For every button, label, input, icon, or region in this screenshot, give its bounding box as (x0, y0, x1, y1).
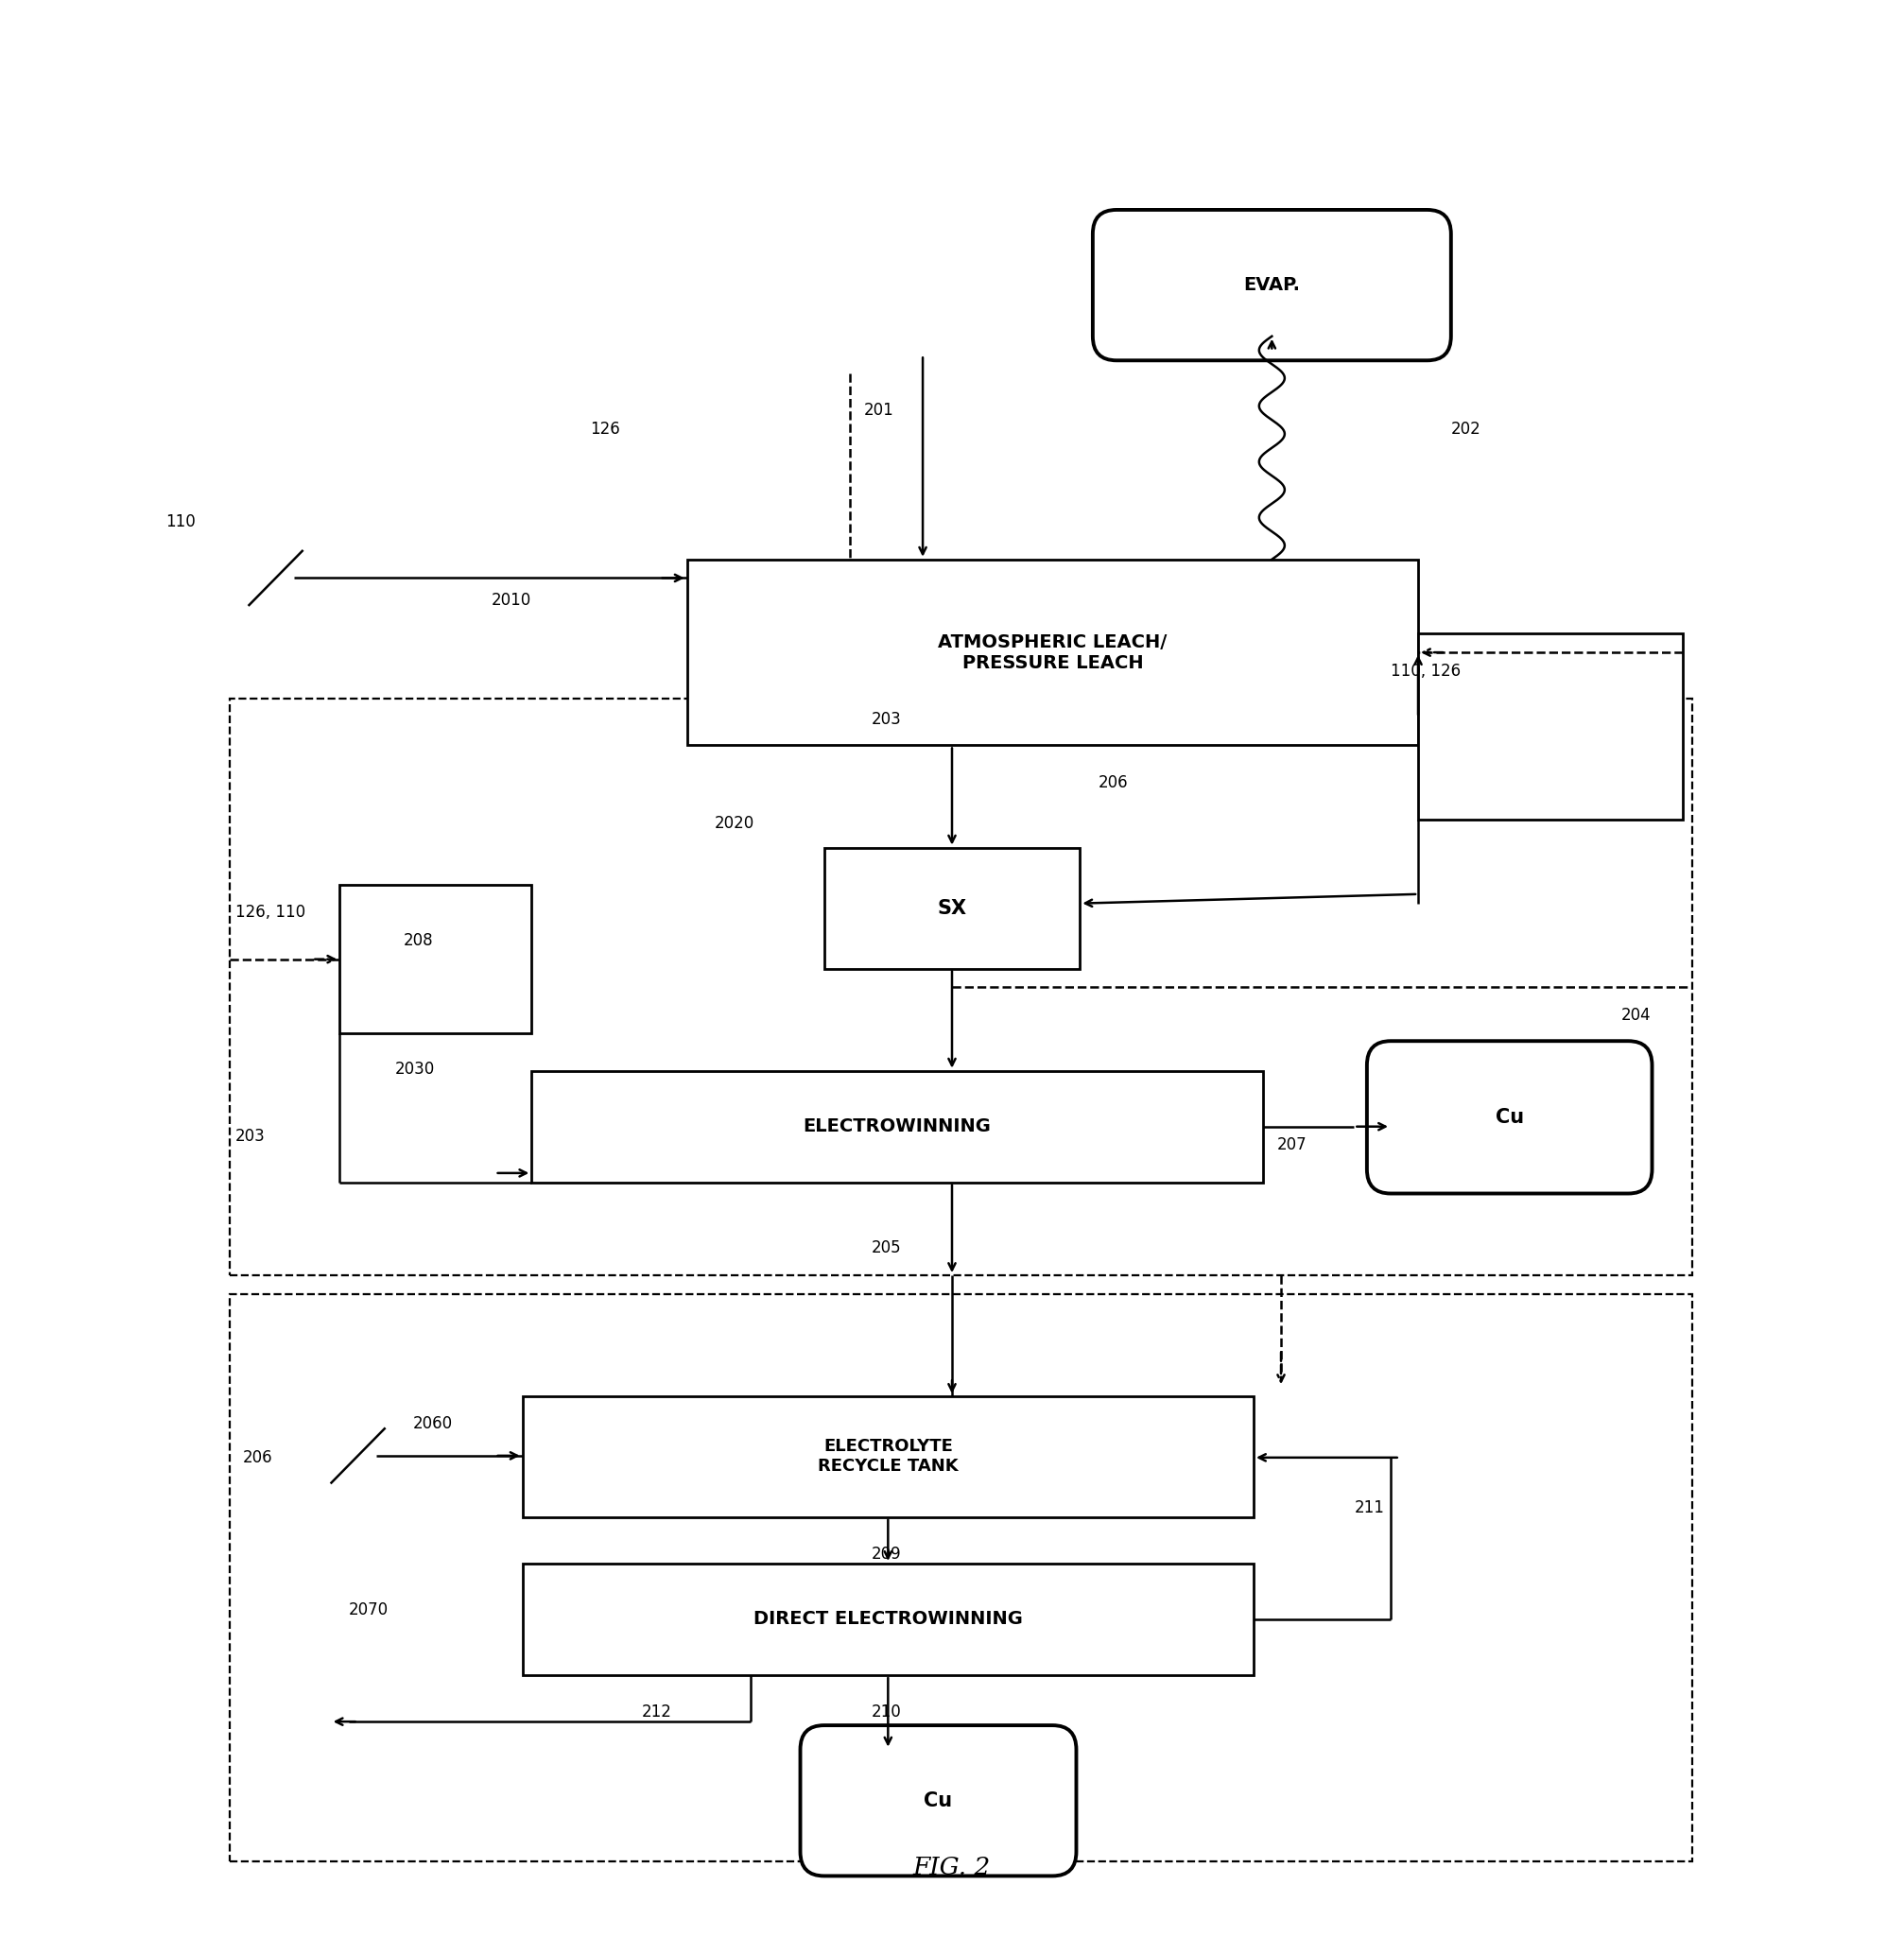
Text: EVAP.: EVAP. (1243, 277, 1300, 294)
Text: 126: 126 (590, 420, 621, 438)
Bar (824, 848, 1080, 968)
Text: 2010: 2010 (491, 593, 531, 608)
Text: Cu: Cu (923, 1792, 952, 1809)
Text: 203: 203 (236, 1127, 265, 1145)
Bar (522, 1397, 1253, 1517)
Text: 2020: 2020 (714, 815, 754, 833)
Text: 110, 126: 110, 126 (1390, 662, 1460, 680)
Bar (522, 1563, 1253, 1676)
Text: 206: 206 (244, 1449, 272, 1466)
Text: 211: 211 (1354, 1499, 1384, 1517)
Text: 2030: 2030 (394, 1060, 434, 1077)
Text: 2060: 2060 (413, 1416, 453, 1433)
Text: ATMOSPHERIC LEACH/
PRESSURE LEACH: ATMOSPHERIC LEACH/ PRESSURE LEACH (939, 633, 1167, 672)
Bar (230, 1294, 1693, 1861)
Text: 204: 204 (1620, 1007, 1651, 1023)
Text: ELECTROLYTE
RECYCLE TANK: ELECTROLYTE RECYCLE TANK (819, 1439, 958, 1474)
Text: 207: 207 (1278, 1137, 1308, 1154)
Text: FIG. 2: FIG. 2 (914, 1856, 990, 1879)
Text: 206: 206 (1099, 775, 1129, 790)
Bar (230, 699, 1693, 1275)
Text: 203: 203 (872, 711, 902, 728)
Text: 201: 201 (864, 403, 895, 418)
Bar (687, 560, 1418, 746)
Text: 208: 208 (404, 932, 434, 949)
Text: 110: 110 (166, 513, 196, 531)
Text: 2070: 2070 (348, 1602, 388, 1619)
FancyBboxPatch shape (800, 1726, 1076, 1875)
Text: SX: SX (937, 899, 967, 918)
Text: DIRECT ELECTROWINNING: DIRECT ELECTROWINNING (754, 1610, 1022, 1629)
Text: 212: 212 (642, 1705, 672, 1720)
Text: ELECTROWINNING: ELECTROWINNING (803, 1118, 992, 1135)
Text: 126, 110: 126, 110 (236, 905, 305, 922)
FancyBboxPatch shape (1367, 1040, 1653, 1193)
Bar (1418, 633, 1683, 819)
Text: 209: 209 (872, 1546, 901, 1563)
Text: 202: 202 (1451, 420, 1481, 438)
Bar (531, 1071, 1262, 1182)
Text: Cu: Cu (1495, 1108, 1523, 1127)
FancyBboxPatch shape (1093, 209, 1451, 360)
Text: 210: 210 (872, 1705, 902, 1720)
Bar (339, 885, 531, 1034)
Text: 205: 205 (872, 1240, 901, 1255)
